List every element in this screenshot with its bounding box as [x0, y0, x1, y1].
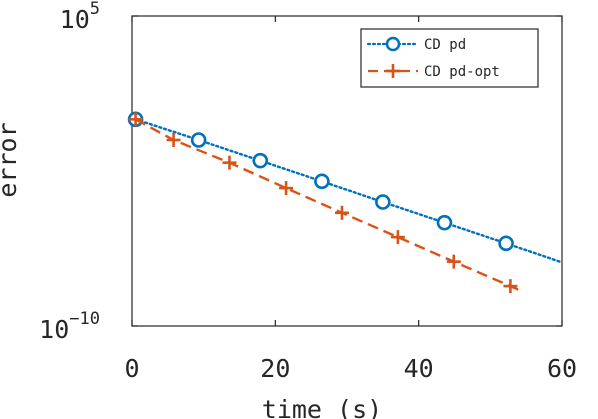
legend-label-cd-pd-opt: CD pd-opt: [424, 64, 500, 80]
legend: CD pd CD pd-opt: [360, 28, 539, 88]
data-point-cd-pd-opt: [166, 133, 181, 147]
series-line-cd-pd: [134, 118, 564, 264]
data-point-cd-pd: [314, 173, 330, 190]
data-point-cd-pd-opt: [390, 230, 405, 245]
legend-label-cd-pd: CD pd: [424, 37, 466, 53]
legend-marker-cd-pd: [385, 36, 401, 52]
x-tick-label: 40: [404, 354, 434, 383]
data-point-cd-pd: [375, 194, 391, 210]
x-tick-label: 20: [260, 354, 290, 383]
data-point-cd-pd: [252, 152, 269, 169]
y-tick-label: 10−10: [39, 309, 100, 344]
y-tick-exponent: −10: [69, 309, 100, 329]
data-point-cd-pd-opt: [334, 205, 349, 220]
data-point-cd-pd-opt: [446, 254, 461, 269]
x-tick-label: 0: [124, 354, 139, 383]
y-axis-label: error: [0, 122, 22, 197]
y-tick-base: 10: [39, 315, 69, 344]
y-tick-exponent: 5: [90, 0, 100, 19]
y-tick-label: 105: [60, 0, 100, 34]
x-axis-ticks: 0 20 40 60: [124, 16, 577, 383]
data-point-cd-pd-opt: [128, 112, 143, 127]
y-tick-base: 10: [60, 5, 90, 34]
data-point-cd-pd: [190, 132, 207, 148]
legend-marker-cd-pd-opt: [386, 64, 400, 78]
data-point-cd-pd-opt: [222, 155, 237, 170]
data-point-cd-pd-opt: [503, 279, 518, 294]
series-layer: [127, 111, 564, 294]
x-axis-label: time (s): [262, 395, 382, 419]
x-tick-label: 60: [547, 354, 577, 383]
data-point-cd-pd: [436, 214, 453, 231]
data-point-cd-pd: [498, 235, 514, 252]
data-point-cd-pd-opt: [279, 181, 294, 196]
